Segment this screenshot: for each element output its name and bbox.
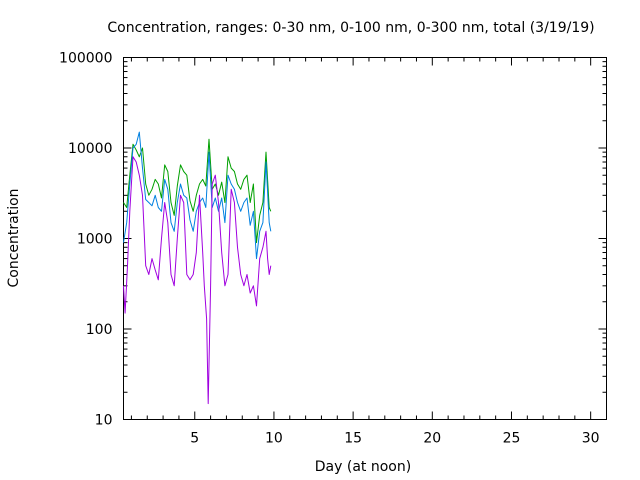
series-line-3 xyxy=(123,156,272,405)
y-tick-label: 10000 xyxy=(68,141,113,157)
x-tick-label: 25 xyxy=(503,431,521,447)
x-axis: 5 10 15 20 25 30 xyxy=(130,57,600,447)
y-axis: 10 100 1000 10000 100000 xyxy=(59,51,607,429)
x-axis-label: Day (at noon) xyxy=(315,459,411,475)
chart-title: Concentration, ranges: 0-30 nm, 0-100 nm… xyxy=(107,20,594,36)
x-tick-label: 15 xyxy=(344,431,362,447)
series-group xyxy=(123,131,272,405)
y-tick-label: 100000 xyxy=(59,51,112,67)
y-tick-label: 100 xyxy=(86,322,113,338)
x-tick-label: 10 xyxy=(265,431,283,447)
y-tick-label: 1000 xyxy=(77,232,113,248)
y-axis-label: Concentration xyxy=(6,188,22,287)
x-tick-label: 30 xyxy=(582,431,600,447)
series-line-2 xyxy=(123,131,272,260)
y-tick-label: 10 xyxy=(95,413,113,429)
x-tick-label: 20 xyxy=(423,431,441,447)
x-tick-label: 5 xyxy=(190,431,199,447)
series-line-1 xyxy=(123,138,272,244)
plot-frame xyxy=(123,57,607,420)
